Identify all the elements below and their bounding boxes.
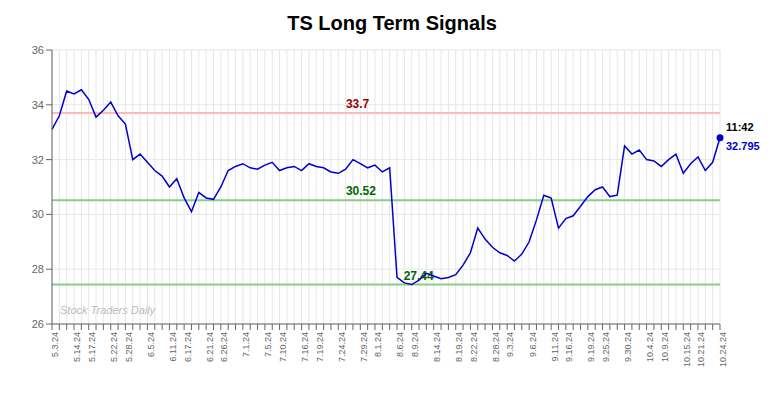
svg-text:9.25.24: 9.25.24 bbox=[601, 332, 611, 362]
svg-text:6.26.24: 6.26.24 bbox=[219, 332, 229, 362]
svg-text:10.15.24: 10.15.24 bbox=[682, 332, 692, 367]
svg-text:6.17.24: 6.17.24 bbox=[183, 332, 193, 362]
html-text:Stock Traders Daily: Stock Traders Daily bbox=[60, 304, 156, 316]
svg-text:36: 36 bbox=[32, 44, 44, 56]
svg-text:7.29.24: 7.29.24 bbox=[359, 332, 369, 362]
svg-text:9.6.24: 9.6.24 bbox=[528, 332, 538, 357]
svg-text:32: 32 bbox=[32, 154, 44, 166]
svg-text:8.6.24: 8.6.24 bbox=[395, 332, 405, 357]
svg-text:8.1.24: 8.1.24 bbox=[373, 332, 383, 357]
svg-text:8.9.24: 8.9.24 bbox=[410, 332, 420, 357]
svg-text:7.24.24: 7.24.24 bbox=[337, 332, 347, 362]
svg-text:34: 34 bbox=[32, 99, 44, 111]
svg-text:8.19.24: 8.19.24 bbox=[454, 332, 464, 362]
svg-text:10.24.24: 10.24.24 bbox=[718, 332, 728, 367]
svg-text:8.28.24: 8.28.24 bbox=[491, 332, 501, 362]
svg-text:10.21.24: 10.21.24 bbox=[696, 332, 706, 367]
svg-text:30.52: 30.52 bbox=[346, 184, 376, 198]
svg-text:8.22.24: 8.22.24 bbox=[469, 332, 479, 362]
svg-text:7.1.24: 7.1.24 bbox=[241, 332, 251, 357]
svg-text:7.19.24: 7.19.24 bbox=[315, 332, 325, 362]
svg-text:9.11.24: 9.11.24 bbox=[550, 332, 560, 361]
svg-text:5.22.24: 5.22.24 bbox=[109, 332, 119, 362]
svg-text:8.14.24: 8.14.24 bbox=[432, 332, 442, 362]
svg-text:10.4.24: 10.4.24 bbox=[645, 332, 655, 362]
svg-text:33.7: 33.7 bbox=[346, 97, 370, 111]
svg-text:6.21.24: 6.21.24 bbox=[205, 332, 215, 362]
svg-text:9.19.24: 9.19.24 bbox=[586, 332, 596, 362]
svg-text:6.5.24: 6.5.24 bbox=[146, 332, 156, 357]
svg-text:7.16.24: 7.16.24 bbox=[300, 332, 310, 362]
svg-text:9.3.24: 9.3.24 bbox=[506, 332, 516, 357]
svg-text:10.9.24: 10.9.24 bbox=[660, 332, 670, 362]
svg-text:5.3.24: 5.3.24 bbox=[50, 332, 60, 357]
html-text:TS Long Term Signals: TS Long Term Signals bbox=[287, 12, 497, 34]
svg-text:7.5.24: 7.5.24 bbox=[263, 332, 273, 357]
svg-text:27.44: 27.44 bbox=[403, 268, 434, 283]
svg-text:32.795: 32.795 bbox=[726, 140, 760, 152]
svg-text:6.11.24: 6.11.24 bbox=[168, 332, 178, 361]
svg-text:5.17.24: 5.17.24 bbox=[87, 332, 97, 362]
svg-text:5.14.24: 5.14.24 bbox=[72, 332, 82, 362]
svg-text:28: 28 bbox=[32, 263, 44, 275]
svg-text:5.28.24: 5.28.24 bbox=[124, 332, 134, 362]
svg-text:9.30.24: 9.30.24 bbox=[623, 332, 633, 362]
svg-text:9.16.24: 9.16.24 bbox=[564, 332, 574, 362]
svg-text:7.10.24: 7.10.24 bbox=[278, 332, 288, 362]
svg-text:11:42: 11:42 bbox=[726, 121, 754, 133]
svg-text:26: 26 bbox=[32, 318, 44, 330]
svg-text:30: 30 bbox=[32, 208, 44, 220]
